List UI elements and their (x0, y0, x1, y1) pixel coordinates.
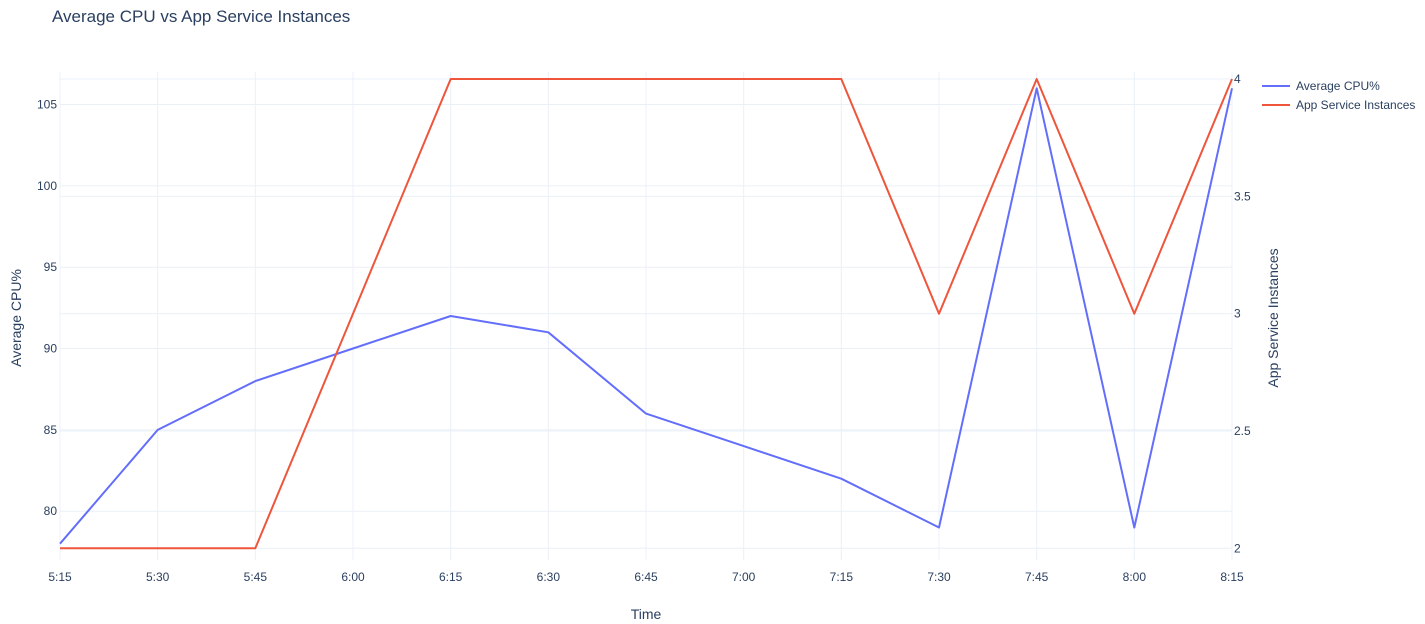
grid (59, 72, 1233, 560)
x-tick-label: 5:45 (244, 570, 268, 584)
series-lines (59, 78, 1233, 550)
x-tick-label: 7:30 (927, 570, 951, 584)
y-right-tick-label: 3 (1234, 307, 1241, 321)
chart-title: Average CPU vs App Service Instances (52, 7, 350, 26)
x-tick-label: 6:00 (341, 570, 365, 584)
y-right-tick-label: 4 (1234, 72, 1241, 86)
x-tick-label: 8:00 (1123, 570, 1147, 584)
y-left-tick-label: 95 (44, 260, 58, 274)
legend-item-app-service-instances[interactable]: App Service Instances (1262, 98, 1415, 112)
y-left-tick-label: 90 (44, 342, 58, 356)
series-line-app-service-instances (60, 78, 1233, 550)
x-tick-label: 6:15 (439, 570, 463, 584)
x-tick-label: 6:30 (537, 570, 561, 584)
x-tick-label: 5:15 (48, 570, 72, 584)
y-left-tick-label: 105 (37, 98, 57, 112)
legend-label: Average CPU% (1296, 79, 1380, 93)
y-right-tick-label: 2 (1234, 541, 1241, 555)
x-tick-label: 7:15 (830, 570, 854, 584)
legend-item-average-cpu[interactable]: Average CPU% (1262, 79, 1380, 93)
y-axis-left-title: Average CPU% (8, 269, 24, 367)
x-tick-label: 5:30 (146, 570, 170, 584)
legend-label: App Service Instances (1296, 98, 1415, 112)
y-left-tick-label: 100 (37, 179, 57, 193)
x-tick-label: 8:15 (1220, 570, 1244, 584)
x-axis-ticks: 5:15 5:30 5:45 6:00 6:15 6:30 6:45 7:00 7:15 7:30… (48, 570, 1244, 584)
x-tick-label: 6:45 (634, 570, 658, 584)
y-axis-right-title: App Service Instances (1265, 248, 1281, 387)
x-tick-label: 7:00 (732, 570, 756, 584)
y-axis-right-ticks: 2 2.5 3 3.5 4 (1234, 72, 1251, 555)
series-line-average-cpu (59, 87, 1233, 545)
y-right-tick-label: 2.5 (1234, 424, 1251, 438)
y-right-tick-label: 3.5 (1234, 189, 1251, 203)
x-tick-label: 7:45 (1025, 570, 1049, 584)
y-left-tick-label: 80 (44, 504, 58, 518)
y-axis-left-ticks: 80 85 90 95 100 105 (37, 98, 57, 519)
legend: Average CPU% App Service Instances (1262, 79, 1415, 112)
y-left-tick-label: 85 (44, 423, 58, 437)
x-axis-title: Time (631, 606, 662, 622)
